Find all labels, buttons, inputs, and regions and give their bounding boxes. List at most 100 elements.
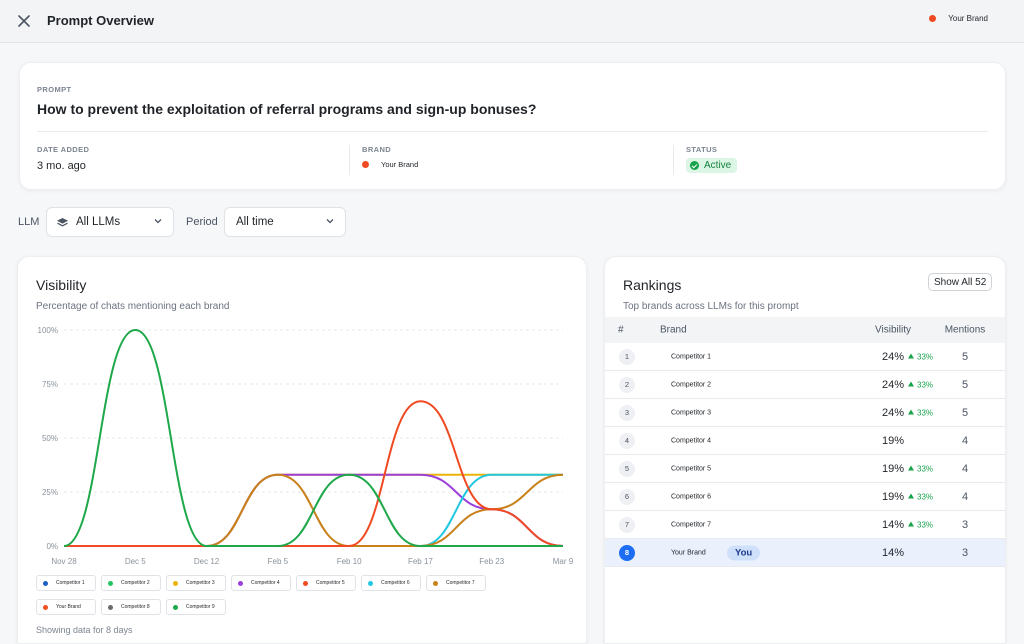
column-header-rank: # — [618, 324, 624, 336]
rankings-title: Rankings — [623, 277, 682, 293]
rank-badge: 8 — [619, 545, 635, 561]
layers-icon — [57, 218, 68, 227]
x-tick-label: Nov 28 — [51, 557, 77, 566]
check-circle-icon — [690, 161, 699, 170]
x-tick-label: Feb 17 — [408, 557, 433, 566]
rankings-table-header: # Brand Visibility Mentions — [605, 317, 1005, 343]
period-filter-label: Period — [186, 216, 218, 228]
brand-value-row: Your Brand — [362, 160, 418, 169]
table-row[interactable]: 5 Competitor 5 19% 33% 4 — [605, 455, 1005, 483]
legend-dot-icon — [238, 580, 243, 586]
rank-badge: 2 — [619, 377, 635, 393]
series-line-competitor-9 — [63, 328, 563, 547]
column-header-visibility: Visibility — [875, 324, 911, 336]
trend-up-delta: 33% — [908, 464, 933, 473]
table-row[interactable]: 7 Competitor 7 14% 33% 3 — [605, 511, 1005, 539]
legend-item[interactable]: Your Brand — [36, 599, 96, 615]
mentions-value: 5 — [961, 350, 969, 363]
legend-item[interactable]: Competitor 7 — [426, 575, 486, 591]
legend-label: Competitor 5 — [316, 580, 345, 586]
show-all-button[interactable]: Show All 52 — [928, 273, 993, 291]
legend-item[interactable]: Competitor 1 — [36, 575, 96, 591]
date-added-label: DATE ADDED — [37, 145, 90, 154]
legend-dot-icon — [108, 604, 113, 610]
status-label: STATUS — [686, 145, 718, 154]
visibility-value: 19% — [881, 434, 905, 447]
table-row[interactable]: 3 Competitor 3 24% 33% 5 — [605, 399, 1005, 427]
visibility-value: 24% 33% — [881, 350, 934, 363]
x-tick-label: Feb 23 — [479, 557, 504, 566]
brand-name: Your Brand — [671, 549, 706, 556]
legend-item[interactable]: Competitor 5 — [296, 575, 356, 591]
visibility-chart: 0% 25% 50% 75% 100% Nov 28 Dec 5 Dec 12 Feb 5 Feb… — [38, 326, 574, 566]
top-bar: Prompt Overview Your Brand — [0, 0, 1024, 43]
legend-dot-icon — [173, 580, 178, 586]
chevron-down-icon — [326, 219, 334, 224]
brand-label: BRAND — [362, 145, 392, 154]
close-icon[interactable] — [14, 11, 34, 31]
legend-label: Your Brand — [56, 604, 81, 610]
trend-up-delta: 33% — [908, 492, 933, 501]
brand-dot-icon — [929, 15, 937, 22]
llm-select[interactable]: All LLMs — [46, 207, 174, 237]
y-tick-label: 100% — [38, 326, 58, 335]
mentions-value: 4 — [961, 462, 969, 475]
column-header-brand: Brand — [660, 324, 687, 336]
legend-label: Competitor 6 — [381, 580, 410, 586]
legend-label: Competitor 1 — [56, 580, 85, 586]
page-title: Prompt Overview — [47, 13, 154, 28]
legend-item[interactable]: Competitor 6 — [361, 575, 421, 591]
mentions-value: 5 — [961, 378, 969, 391]
divider — [37, 131, 988, 132]
table-row[interactable]: 8 Your Brand You 14% 3 — [605, 539, 1005, 567]
table-row[interactable]: 2 Competitor 2 24% 33% 5 — [605, 371, 1005, 399]
mentions-value: 5 — [961, 406, 969, 419]
brand-value: Your Brand — [381, 160, 419, 169]
visibility-value: 24% 33% — [881, 406, 934, 419]
mentions-value: 3 — [961, 518, 969, 531]
rank-badge: 5 — [619, 461, 635, 477]
mentions-value: 4 — [961, 434, 969, 447]
chart-footnote: Showing data for 8 days — [36, 625, 133, 635]
mentions-value: 4 — [961, 490, 969, 503]
trend-up-delta: 33% — [908, 520, 933, 529]
table-row[interactable]: 4 Competitor 4 19% 4 — [605, 427, 1005, 455]
table-row[interactable]: 1 Competitor 1 24% 33% 5 — [605, 343, 1005, 371]
y-tick-label: 25% — [42, 488, 58, 497]
legend-dot-icon — [43, 604, 48, 610]
prompt-card: PROMPT How to prevent the exploitation o… — [19, 62, 1006, 190]
rank-badge: 4 — [619, 433, 635, 449]
brand-name: Competitor 2 — [671, 381, 712, 388]
legend-item[interactable]: Competitor 2 — [101, 575, 161, 591]
legend-item[interactable]: Competitor 3 — [166, 575, 226, 591]
mentions-value: 3 — [961, 546, 969, 559]
prompt-label: PROMPT — [37, 85, 72, 94]
rank-badge: 7 — [619, 517, 635, 533]
brand-name: Competitor 7 — [671, 521, 712, 528]
trend-up-delta: 33% — [908, 352, 933, 361]
legend-dot-icon — [368, 580, 373, 586]
legend-label: Competitor 3 — [186, 580, 215, 586]
visibility-value: 14% — [881, 546, 905, 559]
period-select-value: All time — [236, 216, 274, 228]
chevron-down-icon — [154, 219, 162, 224]
legend-item[interactable]: Competitor 8 — [101, 599, 161, 615]
brand-name: Competitor 6 — [671, 493, 712, 500]
legend-dot-icon — [43, 580, 48, 586]
brand-name: Competitor 1 — [671, 353, 712, 360]
legend-item[interactable]: Competitor 9 — [166, 599, 226, 615]
x-tick-label: Mar 9 — [553, 557, 574, 566]
trend-up-delta: 33% — [908, 380, 933, 389]
rank-badge: 6 — [619, 489, 635, 505]
period-select[interactable]: All time — [224, 207, 346, 237]
status-badge: Active — [686, 158, 738, 173]
you-badge: You — [727, 545, 761, 560]
visibility-subtitle: Percentage of chats mentioning each bran… — [36, 301, 230, 312]
legend-label: Competitor 7 — [446, 580, 475, 586]
visibility-title: Visibility — [36, 277, 87, 293]
rank-badge: 1 — [619, 349, 635, 365]
table-row[interactable]: 6 Competitor 6 19% 33% 4 — [605, 483, 1005, 511]
legend-item[interactable]: Competitor 4 — [231, 575, 291, 591]
trend-up-delta: 33% — [908, 408, 933, 417]
legend-dot-icon — [108, 580, 113, 586]
